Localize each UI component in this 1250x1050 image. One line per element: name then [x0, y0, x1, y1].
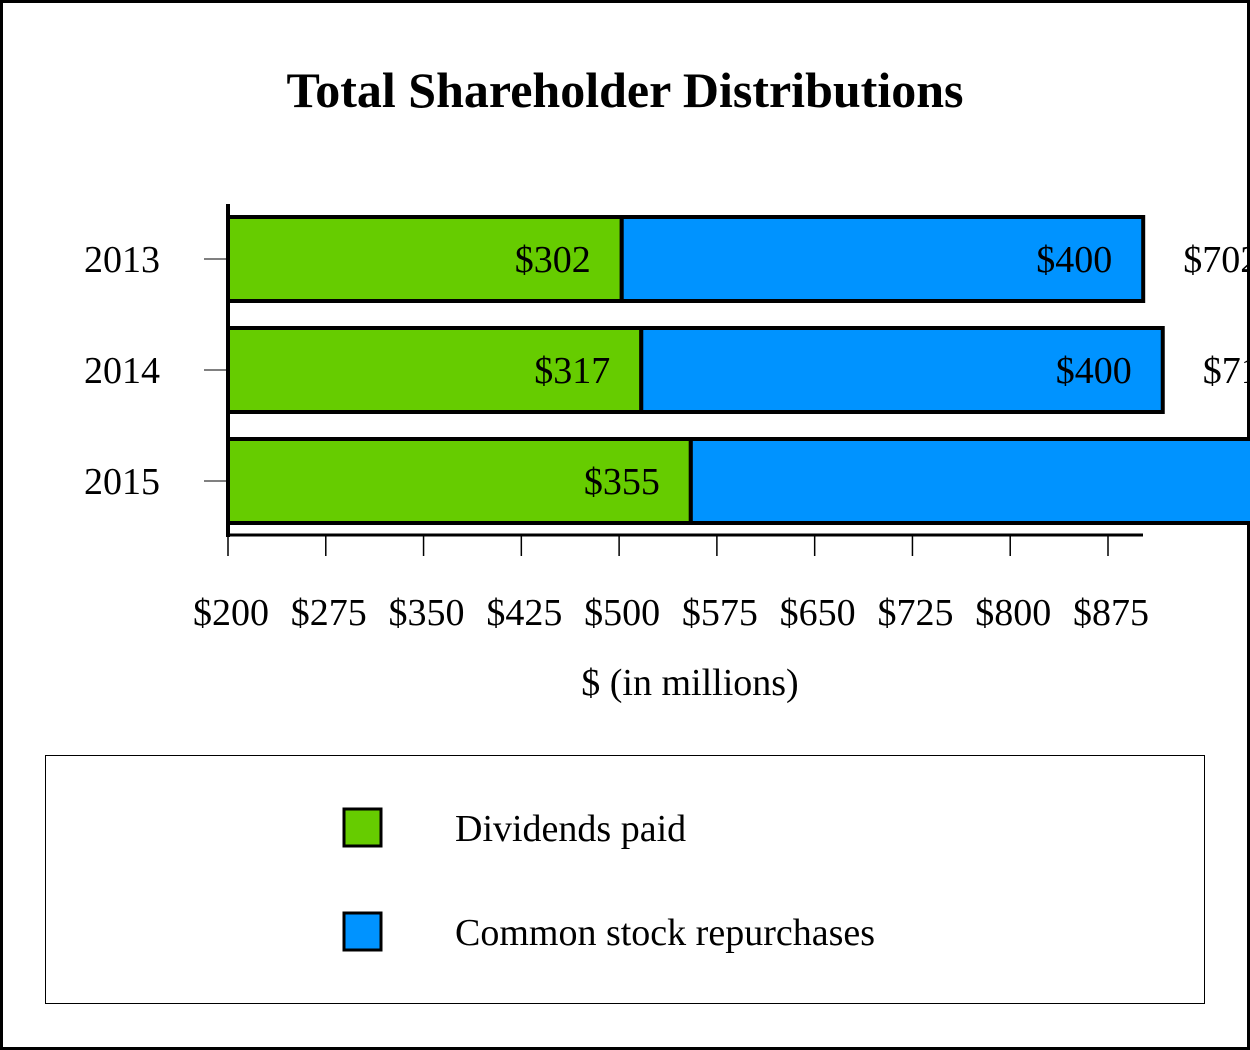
legend-swatch	[342, 911, 383, 952]
y-tick-label: 2013	[84, 239, 160, 281]
x-tick-label: $350	[389, 592, 465, 634]
bar-value-label: $302	[515, 239, 591, 281]
bar-value-label: $317	[534, 350, 610, 392]
bar-value-label: $400	[1036, 239, 1112, 281]
legend-box	[45, 755, 1205, 1004]
bar-segment	[226, 215, 624, 303]
y-tick-label: 2014	[84, 350, 160, 392]
plot-area: 2013 $302 $400 $702 2014 $317 $400 $717 2015 $355…	[84, 204, 1250, 634]
x-tick-label: $875	[1073, 592, 1149, 634]
x-tick-label: $650	[780, 592, 856, 634]
legend-swatch	[342, 807, 383, 848]
x-axis-label: $ (in millions)	[581, 662, 798, 704]
bar-value-label: $400	[1056, 350, 1132, 392]
total-label: $702	[1183, 239, 1250, 281]
bar-segment	[639, 326, 1165, 414]
x-tick-label: $575	[682, 592, 758, 634]
x-tick-label: $275	[291, 592, 367, 634]
total-label: $717	[1203, 350, 1250, 392]
bar-segment	[619, 215, 1146, 303]
y-tick-label: 2015	[84, 461, 160, 503]
bar-value-label: $355	[584, 461, 660, 503]
x-tick-label: $800	[975, 592, 1051, 634]
bar-segment	[226, 437, 693, 525]
legend-label: Common stock repurchases	[455, 912, 875, 954]
legend: Dividends paid Common stock repurchases	[342, 807, 875, 954]
x-tick-label: $200	[193, 592, 269, 634]
bar-segment	[688, 437, 1250, 525]
chart-title: Total Shareholder Distributions	[286, 62, 963, 118]
x-tick-label: $425	[486, 592, 562, 634]
legend-label: Dividends paid	[455, 808, 686, 850]
x-tick-label: $725	[877, 592, 953, 634]
x-tick-label: $500	[584, 592, 660, 634]
